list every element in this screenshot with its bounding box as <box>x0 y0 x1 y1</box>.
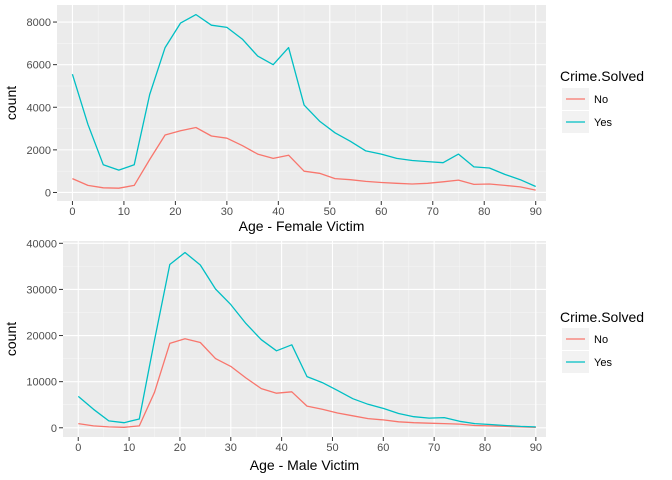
x-tick-label: 10 <box>118 206 130 218</box>
x-tick-label: 60 <box>377 442 389 454</box>
x-axis-title-male: Age - Male Victim <box>250 457 359 473</box>
y-tick-label: 2000 <box>27 145 51 157</box>
legend-title: Crime.Solved <box>560 309 644 325</box>
y-tick-label: 8000 <box>27 17 51 29</box>
axes-male: 0 10 20 30 40 50 60 70 80 90 0 10000 20000 30000 40000 <box>26 238 542 454</box>
panel-female: 0 10 20 30 40 50 60 70 80 90 0 2000 4000 6000 8000 Age… <box>3 5 546 234</box>
series-lines-female <box>71 13 536 191</box>
legend-label-yes: Yes <box>594 357 612 369</box>
axes-female: 0 10 20 30 40 50 60 70 80 90 0 2000 4000 6000 8000 <box>27 17 542 218</box>
x-tick-label: 80 <box>479 442 491 454</box>
y-tick-label: 0 <box>51 423 57 435</box>
legend-label-yes: Yes <box>594 117 612 129</box>
gridlines-female <box>57 5 546 201</box>
x-tick-label: 40 <box>272 206 284 218</box>
y-axis-title-male: count <box>3 322 19 356</box>
y-tick-label: 10000 <box>26 377 57 389</box>
series-line-no <box>78 338 536 428</box>
y-tick-label: 40000 <box>26 238 57 250</box>
y-tick-label: 30000 <box>26 284 57 296</box>
x-axis-title-female: Age - Female Victim <box>239 218 365 234</box>
x-tick-label: 50 <box>324 206 336 218</box>
y-tick-label: 0 <box>45 187 51 199</box>
x-tick-label: 0 <box>75 442 81 454</box>
y-axis-title-female: count <box>3 86 19 120</box>
series-line-yes <box>77 251 536 428</box>
x-tick-label: 30 <box>225 442 237 454</box>
x-tick-label: 30 <box>221 206 233 218</box>
series-line-no <box>72 126 536 191</box>
x-tick-label: 20 <box>169 206 181 218</box>
x-tick-label: 10 <box>123 442 135 454</box>
x-tick-label: 0 <box>69 206 75 218</box>
legend-female: Crime.Solved No Yes <box>560 68 644 133</box>
plot-panel-female <box>57 5 546 201</box>
legend-label-no: No <box>594 334 608 346</box>
x-tick-label: 20 <box>174 442 186 454</box>
x-tick-label: 70 <box>428 442 440 454</box>
legend-male: Crime.Solved No Yes <box>560 309 644 373</box>
legend-label-no: No <box>594 94 608 106</box>
series-line-yes <box>71 13 536 188</box>
legend-title: Crime.Solved <box>560 68 644 84</box>
y-tick-label: 20000 <box>26 331 57 343</box>
x-tick-label: 40 <box>275 442 287 454</box>
x-tick-label: 90 <box>530 206 542 218</box>
x-tick-label: 60 <box>375 206 387 218</box>
y-tick-label: 4000 <box>27 102 51 114</box>
x-tick-label: 90 <box>530 442 542 454</box>
y-tick-label: 6000 <box>27 60 51 72</box>
series-lines-male <box>77 251 536 428</box>
x-tick-label: 50 <box>326 442 338 454</box>
x-tick-label: 70 <box>427 206 439 218</box>
plot-panel-male <box>63 241 546 437</box>
gridlines-male <box>63 241 546 437</box>
x-tick-label: 80 <box>478 206 490 218</box>
panel-male: 0 10 20 30 40 50 60 70 80 90 0 10000 20000 30000 40000… <box>3 238 546 473</box>
